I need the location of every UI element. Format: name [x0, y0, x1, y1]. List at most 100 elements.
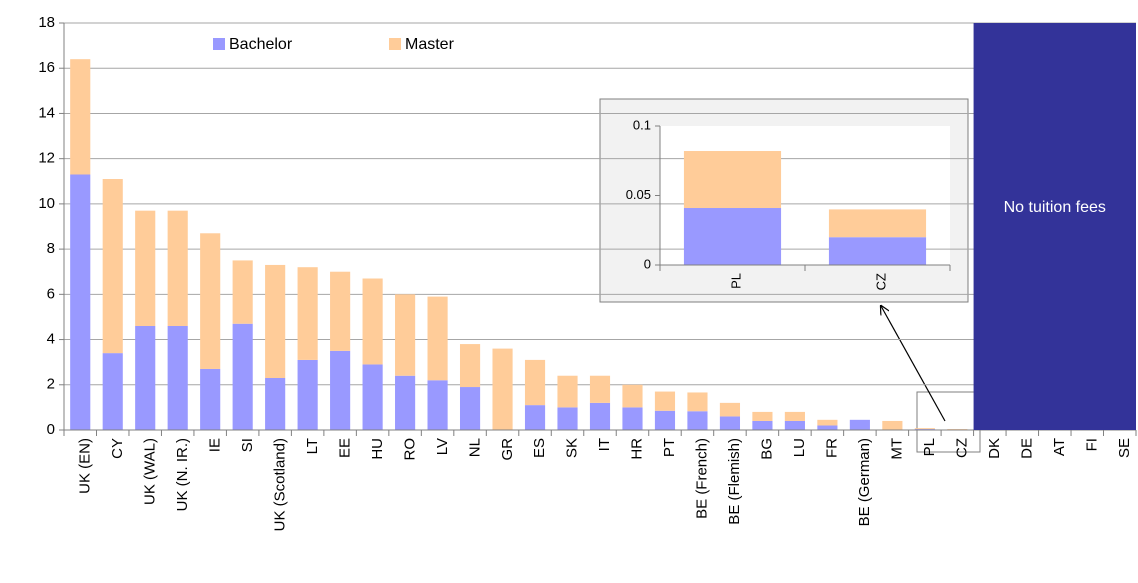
bar-segment — [395, 375, 416, 430]
bar-segment — [524, 359, 546, 406]
x-tick-label: MT — [889, 438, 906, 460]
bar-segment — [557, 375, 578, 408]
bar-segment — [849, 419, 870, 430]
x-tick-label: UK (Scotland) — [271, 438, 288, 531]
x-tick-label: DK — [986, 438, 1003, 459]
x-tick-label: BE (German) — [856, 438, 873, 526]
legend-label: Master — [405, 36, 455, 53]
x-tick-label: RO — [401, 438, 418, 461]
no-fee-region — [973, 23, 1136, 430]
bar-segment — [687, 411, 708, 430]
x-tick-label: FI — [1083, 438, 1100, 451]
x-tick-label: LT — [304, 438, 321, 454]
bar-segment — [687, 392, 708, 412]
y-tick-label: 0 — [644, 256, 651, 271]
bar-segment — [683, 151, 782, 209]
bar-segment — [784, 420, 805, 430]
bar-segment — [683, 208, 782, 265]
x-tick-label: FR — [824, 438, 841, 458]
legend-swatch — [213, 38, 225, 50]
bar-segment — [654, 391, 676, 411]
x-tick-label: UK (WAL) — [141, 438, 158, 505]
x-tick-label: UK (EN) — [76, 438, 93, 494]
bar-segment — [427, 380, 448, 430]
bar-segment — [102, 353, 123, 430]
bar-segment — [752, 411, 773, 421]
legend-swatch — [389, 38, 401, 50]
bar-segment — [817, 419, 838, 426]
bar-segment — [459, 344, 481, 388]
bar-segment — [817, 425, 838, 430]
y-tick-label: 18 — [38, 14, 55, 31]
x-tick-label: AT — [1051, 438, 1068, 456]
bar-segment — [784, 411, 805, 421]
bar-segment — [622, 407, 643, 430]
bar-segment — [719, 416, 741, 430]
bar-segment — [200, 233, 221, 369]
x-tick-label: SI — [239, 438, 256, 452]
x-tick-label: SE — [1116, 438, 1133, 458]
y-tick-label: 6 — [47, 285, 55, 302]
bar-segment — [654, 410, 676, 430]
x-tick-label: PT — [661, 438, 678, 457]
bar-segment — [557, 407, 578, 430]
x-tick-label: IE — [206, 438, 223, 452]
x-tick-label: UK (N. IR.) — [174, 438, 191, 511]
y-tick-label: 0.1 — [633, 117, 651, 132]
x-tick-label: BG — [759, 438, 776, 460]
y-tick-label: 12 — [38, 150, 55, 167]
bar-segment — [200, 368, 221, 430]
bar-segment — [265, 377, 286, 430]
bar-segment — [330, 271, 351, 351]
x-tick-label: EE — [336, 438, 353, 458]
bar-segment — [167, 325, 188, 430]
bar-segment — [828, 237, 927, 265]
x-tick-label: ES — [531, 438, 548, 458]
bar-segment — [719, 402, 741, 417]
x-tick-label: PL — [921, 438, 938, 456]
bar-segment — [167, 210, 188, 326]
bar-segment — [102, 179, 123, 354]
y-tick-label: 0 — [47, 421, 55, 438]
bar-segment — [232, 323, 253, 430]
bar-segment — [459, 387, 481, 430]
bar-segment — [297, 359, 318, 430]
bar-segment — [330, 350, 351, 430]
x-tick-label: HU — [369, 438, 386, 460]
y-tick-label: 10 — [38, 195, 55, 212]
y-tick-label: 4 — [47, 331, 55, 348]
bar-segment — [70, 174, 91, 430]
x-tick-label: CY — [109, 438, 126, 459]
bar-segment — [524, 405, 546, 430]
y-tick-label: 14 — [38, 104, 55, 121]
bar-segment — [828, 209, 927, 238]
x-tick-label: CZ — [873, 273, 888, 290]
bar-segment — [589, 402, 611, 430]
bar-segment — [232, 260, 253, 324]
bar-segment — [914, 428, 935, 430]
bar-segment — [395, 294, 416, 376]
y-tick-label: 2 — [47, 376, 55, 393]
bar-segment — [265, 264, 286, 378]
annotation: No tuition fees — [1003, 199, 1106, 216]
x-tick-label: LV — [434, 438, 451, 455]
bar-segment — [589, 375, 611, 403]
bar-segment — [752, 420, 773, 430]
bar-segment — [622, 384, 643, 408]
x-tick-label: DE — [1019, 438, 1036, 459]
y-tick-label: 0.05 — [626, 187, 651, 202]
bar-segment — [492, 348, 513, 430]
x-tick-label: SK — [564, 438, 581, 458]
bar-segment — [427, 296, 448, 381]
x-tick-label: BE (Flemish) — [726, 438, 743, 525]
x-tick-label: BE (French) — [694, 438, 711, 519]
x-tick-label: PL — [728, 273, 743, 289]
y-tick-label: 16 — [38, 59, 55, 76]
legend-label: Bachelor — [229, 36, 293, 53]
bar-segment — [362, 278, 383, 365]
bar-segment — [882, 420, 903, 430]
x-tick-label: GR — [499, 438, 516, 461]
zoom-arrow — [881, 306, 946, 422]
bar-segment — [135, 210, 156, 326]
